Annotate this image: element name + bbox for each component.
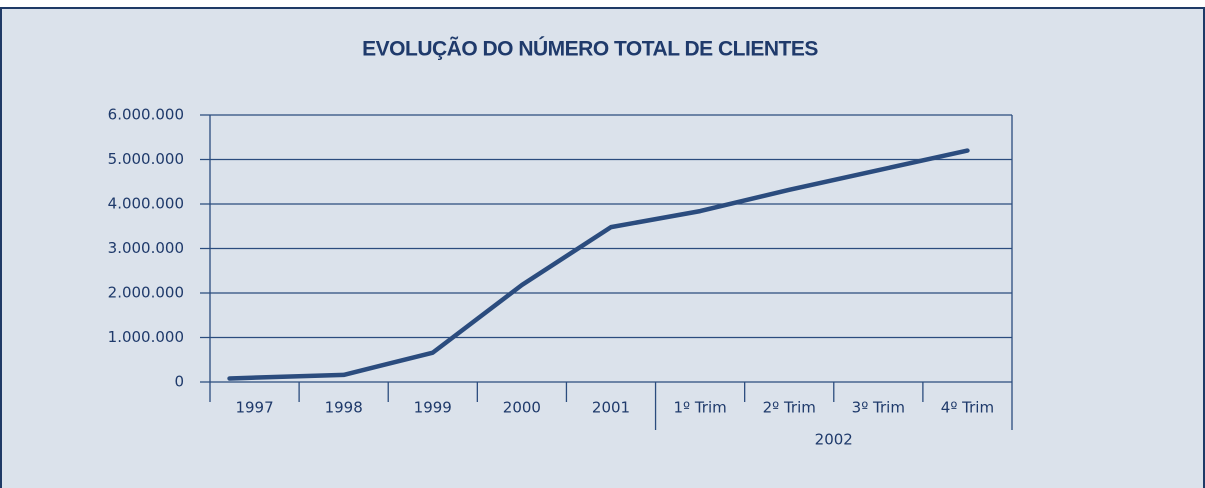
x-tick-label: 2001	[592, 399, 630, 417]
x-tick-label: 2º Trim	[763, 399, 816, 417]
x-group-label: 2002	[815, 431, 853, 449]
y-tick-label: 5.000.000	[108, 150, 184, 168]
chart-title: EVOLUÇÃO DO NÚMERO TOTAL DE CLIENTES	[362, 37, 818, 61]
y-tick-label: 0	[174, 373, 184, 391]
y-tick-label: 6.000.000	[108, 106, 184, 124]
x-tick-label: 1999	[414, 399, 452, 417]
x-tick-label: 2000	[503, 399, 541, 417]
data-line	[227, 148, 970, 381]
x-tick-label: 1998	[325, 399, 363, 417]
y-tick-label: 4.000.000	[108, 195, 184, 213]
x-tick-label: 4º Trim	[941, 399, 994, 417]
x-tick-label: 1997	[235, 399, 273, 417]
x-tick-label: 3º Trim	[852, 399, 905, 417]
y-tick-label: 2.000.000	[108, 284, 184, 302]
y-tick-label: 1.000.000	[108, 328, 184, 346]
y-tick-label: 3.000.000	[108, 239, 184, 257]
x-tick-label: 1º Trim	[673, 399, 726, 417]
